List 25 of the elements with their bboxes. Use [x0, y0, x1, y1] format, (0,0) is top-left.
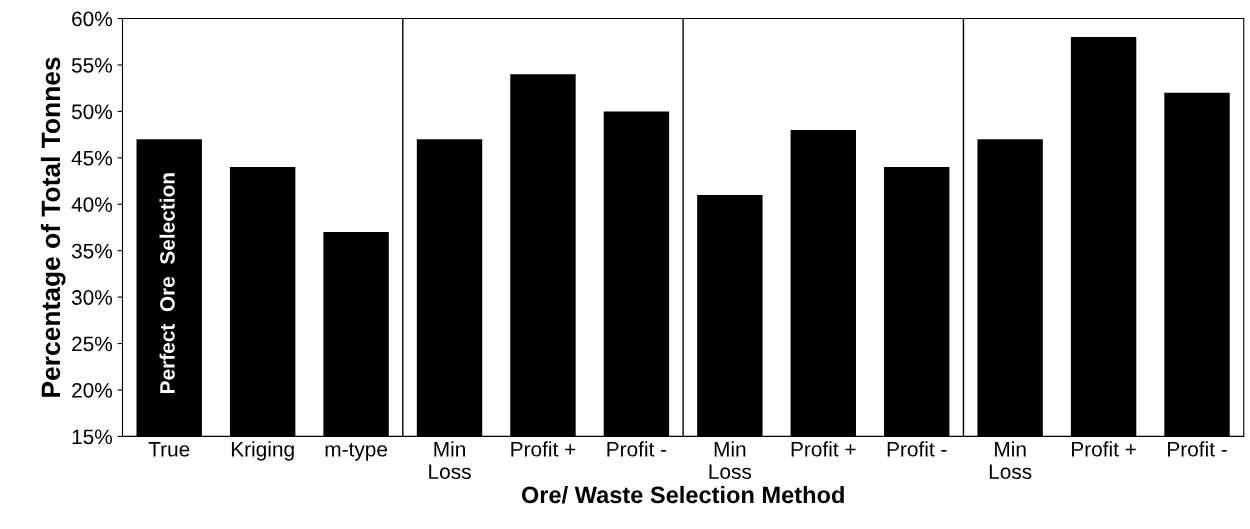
- x-tick-label: Profit +: [791, 441, 856, 457]
- annotation: Perfect Ore Selection: [159, 173, 175, 393]
- y-tick-label: 50%: [71, 104, 113, 120]
- y-tick-label: 20%: [72, 382, 113, 398]
- y-axis-title: Percentage of Total Tonnes: [40, 57, 66, 397]
- x-tick-label: True: [148, 442, 190, 457]
- y-tick-label: 60%: [72, 11, 113, 27]
- x-tick-label: Kriging: [231, 441, 294, 461]
- x-tick-label: Profit -: [607, 441, 667, 457]
- x-tick-label: Profit -: [887, 441, 947, 457]
- x-tick-label: Min Loss: [989, 441, 1032, 480]
- x-tick-label: m-type: [325, 442, 388, 461]
- y-tick-label: 15%: [72, 429, 113, 445]
- x-tick-label: Profit -: [1168, 441, 1227, 457]
- y-tick-label: 30%: [71, 290, 113, 305]
- x-tick-label: Profit +: [511, 441, 576, 457]
- y-tick-label: 35%: [71, 243, 113, 259]
- y-tick-label: 45%: [71, 150, 113, 166]
- x-tick-label: Profit +: [1072, 441, 1136, 457]
- y-tick-label: 55%: [71, 58, 113, 73]
- y-tick-label: 40%: [71, 197, 113, 213]
- x-tick-label: Min Loss: [709, 441, 752, 480]
- y-tick-label: 25%: [72, 336, 113, 352]
- x-axis-title: Ore/ Waste Selection Method: [521, 485, 844, 504]
- x-tick-label: Min Loss: [429, 441, 471, 480]
